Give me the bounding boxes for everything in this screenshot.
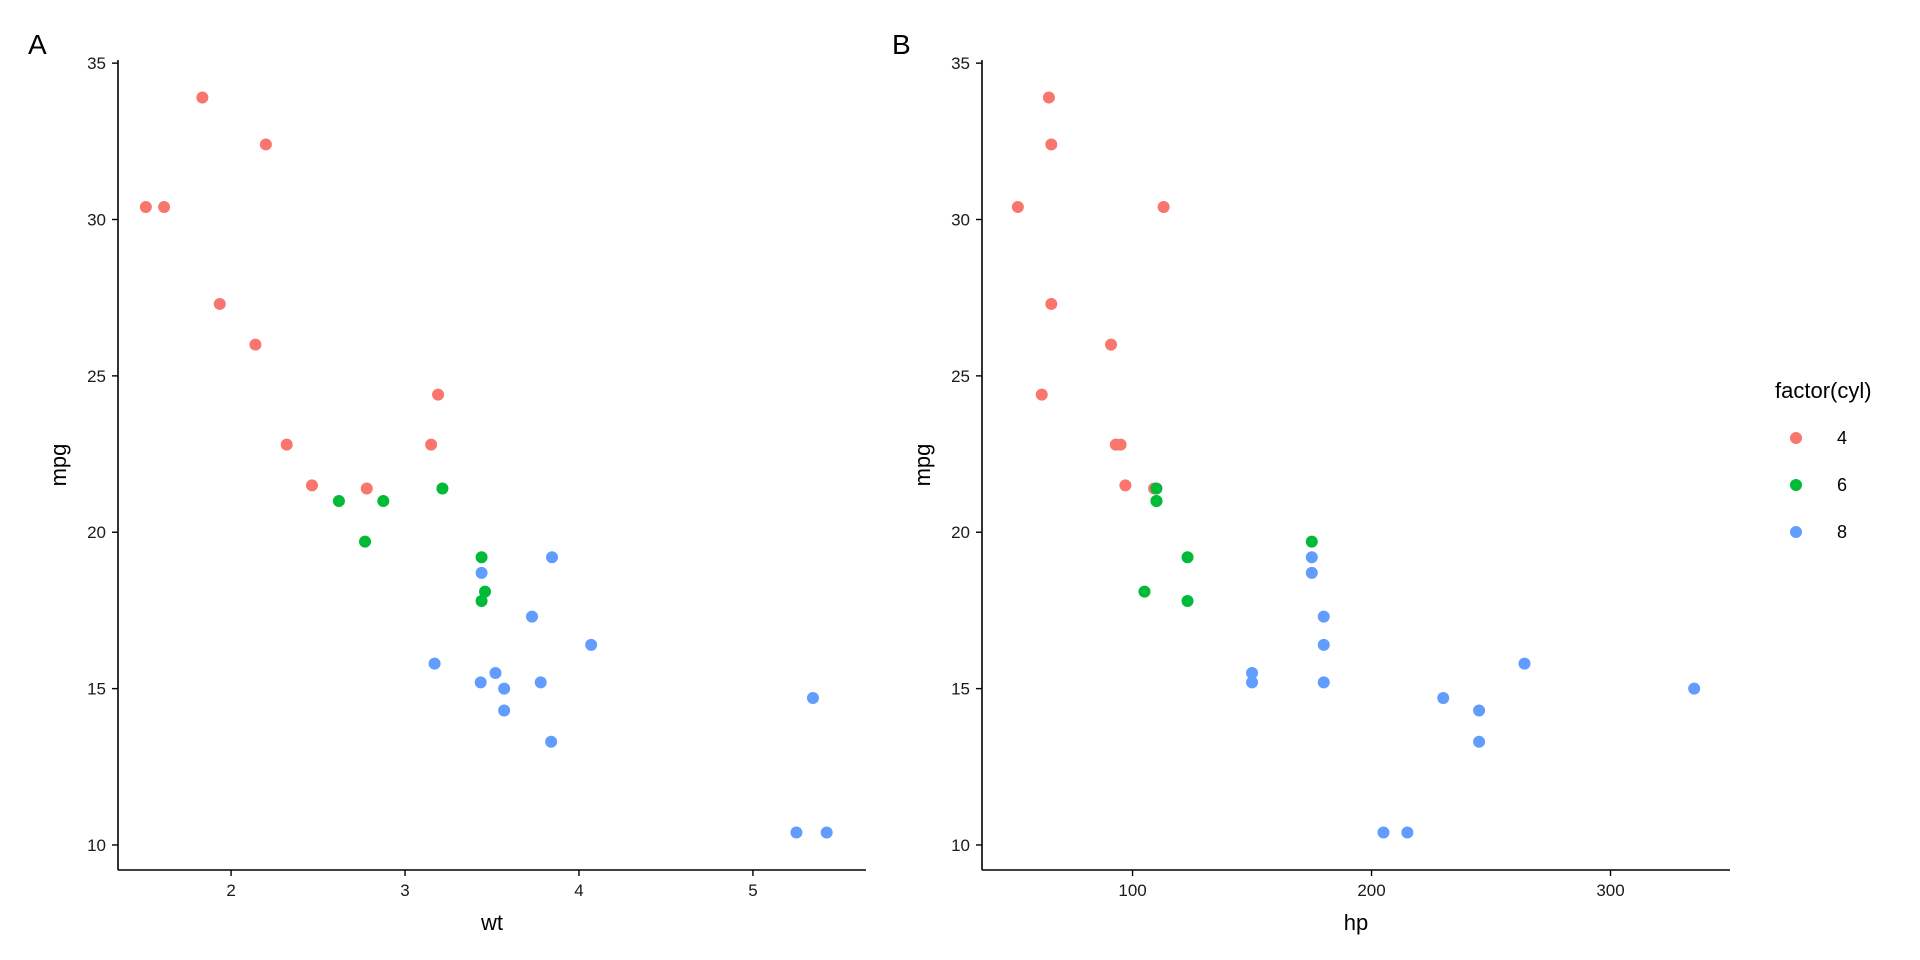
point-cyl-6 xyxy=(475,551,488,564)
point-cyl-4 xyxy=(259,138,272,151)
point-cyl-8 xyxy=(1317,610,1330,623)
point-cyl-8 xyxy=(820,826,833,839)
point-cyl-8 xyxy=(1473,704,1486,717)
y-tick-label: 15 xyxy=(87,680,106,699)
y-axis-title: mpg xyxy=(46,444,71,487)
point-cyl-4 xyxy=(158,200,171,213)
point-cyl-8 xyxy=(546,551,559,564)
y-tick-label: 30 xyxy=(87,210,106,229)
y-tick-label: 25 xyxy=(87,367,106,386)
panel-a-scatter-plot: A 10 15 20 25 30 35 2 3 4 5 wt mpg xyxy=(28,29,866,935)
legend-key-6 xyxy=(1790,479,1802,491)
x-tick-label: 4 xyxy=(574,881,583,900)
point-cyl-8 xyxy=(534,676,547,689)
y-tick-label: 35 xyxy=(951,54,970,73)
y-tick-label: 30 xyxy=(951,210,970,229)
point-cyl-4 xyxy=(425,438,438,451)
point-cyl-4 xyxy=(249,338,262,351)
x-tick-label: 200 xyxy=(1357,881,1385,900)
y-tick-label: 35 xyxy=(87,54,106,73)
point-cyl-8 xyxy=(1518,657,1531,670)
point-cyl-4 xyxy=(280,438,293,451)
x-axis-title: wt xyxy=(480,910,503,935)
point-cyl-8 xyxy=(1377,826,1390,839)
point-cyl-8 xyxy=(1688,682,1701,695)
point-cyl-8 xyxy=(1317,638,1330,651)
point-cyl-6 xyxy=(1181,551,1194,564)
point-cyl-8 xyxy=(806,691,819,704)
point-cyl-6 xyxy=(1150,494,1163,507)
point-cyl-4 xyxy=(139,200,152,213)
point-cyl-4 xyxy=(1042,91,1055,104)
point-cyl-6 xyxy=(479,585,492,598)
point-cyl-4 xyxy=(305,479,318,492)
point-cyl-4 xyxy=(1114,438,1127,451)
legend-label-8: 8 xyxy=(1837,522,1847,542)
legend-key-8 xyxy=(1790,526,1802,538)
panel-b-scatter-plot: B 10 15 20 25 30 35 100 200 300 hp mpg xyxy=(892,29,1730,935)
point-cyl-8 xyxy=(474,676,487,689)
legend-title: factor(cyl) xyxy=(1775,378,1872,403)
x-tick-label: 300 xyxy=(1596,881,1624,900)
point-cyl-4 xyxy=(1045,297,1058,310)
point-cyl-4 xyxy=(1045,138,1058,151)
point-cyl-8 xyxy=(1246,666,1259,679)
point-cyl-8 xyxy=(1317,676,1330,689)
point-cyl-6 xyxy=(332,494,345,507)
point-cyl-8 xyxy=(790,826,803,839)
point-cyl-6 xyxy=(1305,535,1318,548)
y-axis-title: mpg xyxy=(910,444,935,487)
panel-tag: A xyxy=(28,29,47,60)
y-tick-label: 20 xyxy=(87,523,106,542)
legend-label-4: 4 xyxy=(1837,428,1847,448)
x-axis-title: hp xyxy=(1344,910,1368,935)
point-cyl-4 xyxy=(213,297,226,310)
point-cyl-6 xyxy=(377,494,390,507)
x-tick-label: 2 xyxy=(226,881,235,900)
legend: factor(cyl) 4 6 8 xyxy=(1775,378,1872,542)
point-cyl-6 xyxy=(359,535,372,548)
point-cyl-8 xyxy=(1305,566,1318,579)
point-cyl-8 xyxy=(1401,826,1414,839)
panel-tag: B xyxy=(892,29,911,60)
y-tick-label: 10 xyxy=(87,836,106,855)
point-cyl-8 xyxy=(1437,691,1450,704)
point-cyl-6 xyxy=(475,595,488,608)
point-cyl-8 xyxy=(498,704,511,717)
y-tick-label: 10 xyxy=(951,836,970,855)
legend-key-4 xyxy=(1790,432,1802,444)
point-cyl-6 xyxy=(1150,482,1163,495)
point-cyl-8 xyxy=(498,682,511,695)
y-tick-label: 15 xyxy=(951,680,970,699)
x-tick-label: 5 xyxy=(748,881,757,900)
x-tick-label: 3 xyxy=(400,881,409,900)
legend-label-6: 6 xyxy=(1837,475,1847,495)
point-cyl-6 xyxy=(436,482,449,495)
point-cyl-8 xyxy=(1305,551,1318,564)
point-cyl-4 xyxy=(432,388,445,401)
point-cyl-8 xyxy=(526,610,539,623)
point-cyl-4 xyxy=(1157,200,1170,213)
y-tick-label: 25 xyxy=(951,367,970,386)
point-cyl-4 xyxy=(360,482,373,495)
point-cyl-4 xyxy=(1011,200,1024,213)
point-cyl-8 xyxy=(545,735,558,748)
point-cyl-4 xyxy=(1105,338,1118,351)
point-cyl-4 xyxy=(1119,479,1132,492)
point-cyl-4 xyxy=(1035,388,1048,401)
point-cyl-8 xyxy=(585,638,598,651)
point-cyl-4 xyxy=(196,91,209,104)
point-cyl-6 xyxy=(1181,595,1194,608)
point-cyl-6 xyxy=(1138,585,1151,598)
x-tick-label: 100 xyxy=(1118,881,1146,900)
point-cyl-8 xyxy=(1473,735,1486,748)
point-cyl-8 xyxy=(1246,676,1259,689)
point-cyl-8 xyxy=(428,657,441,670)
point-cyl-8 xyxy=(475,566,488,579)
point-cyl-8 xyxy=(489,666,502,679)
y-tick-label: 20 xyxy=(951,523,970,542)
